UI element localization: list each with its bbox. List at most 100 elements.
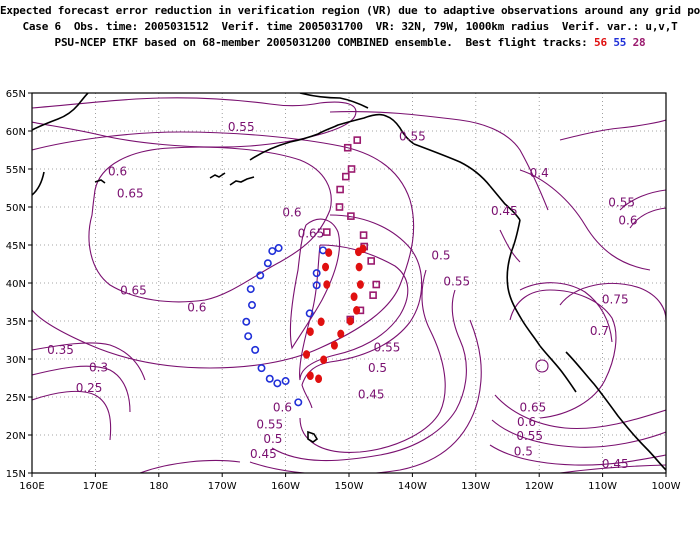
track-28-point	[323, 228, 331, 236]
coast-baja	[539, 345, 577, 393]
track-28-point	[342, 172, 350, 181]
contour-value-label: 0.25	[76, 381, 103, 395]
coast-aleutian-1	[94, 179, 106, 184]
track-56-point	[359, 244, 367, 254]
contour-value-label: 0.55	[374, 341, 401, 355]
contour-0-4-south	[139, 459, 241, 473]
lat-tick-label: 60N	[6, 127, 26, 138]
coast-west-us	[506, 219, 541, 347]
contour-lines	[32, 97, 666, 473]
lon-tick-label: 140W	[398, 481, 427, 492]
contour-0-6-west	[32, 131, 415, 369]
contour-0-3-west	[32, 365, 131, 413]
track-56-point	[350, 292, 358, 301]
lon-tick-label: 170W	[208, 481, 237, 492]
track-28-point	[347, 165, 356, 173]
contour-value-label: 0.55	[228, 120, 255, 134]
contour-0-25-west	[32, 390, 112, 441]
lon-tick-label: 130W	[461, 481, 490, 492]
track-label-56: 56	[594, 36, 607, 49]
contour-value-label: 0.4	[530, 166, 549, 180]
contour-0-4-east	[559, 119, 666, 141]
title-line-2: Case 6 Obs. time: 2005031512 Verif. time…	[22, 20, 678, 33]
contour-0-65-inner	[289, 218, 341, 350]
contour-value-label: 0.65	[298, 227, 325, 241]
track-56-point	[306, 371, 314, 381]
lat-tick-label: 40N	[6, 279, 26, 290]
track-56-point	[320, 355, 328, 365]
contour-small-ring	[535, 359, 549, 373]
track-28-point	[359, 231, 368, 239]
contour-value-label: 0.55	[399, 129, 426, 143]
lat-tick-label: 35N	[6, 317, 26, 328]
title-line-1: Expected forecast error reduction in ver…	[0, 4, 700, 17]
contour-value-label: 0.6	[187, 300, 206, 314]
contour-value-label: 0.6	[108, 164, 127, 178]
contour-value-label: 0.35	[47, 343, 74, 357]
track-56-point	[346, 316, 354, 326]
contour-value-label: 0.6	[618, 214, 637, 228]
longitude-ticks: 160E 170E 180 170W 160W 150W 140W 130W 120W 110W 1…	[19, 473, 681, 492]
contour-value-label: 0.65	[520, 401, 547, 415]
lat-tick-label: 65N	[6, 89, 26, 100]
coast-aleutian-3	[229, 176, 255, 186]
contour-0-55-mid	[299, 269, 446, 453]
track-55-point	[263, 259, 272, 268]
contour-value-label: 0.45	[491, 204, 518, 218]
coast-kamchatka	[32, 171, 45, 196]
track-55-point	[246, 285, 255, 294]
contour-0-65-east-ring	[509, 289, 617, 419]
track-56-point	[315, 374, 323, 384]
track-28-point	[353, 136, 362, 144]
track-55-point	[273, 379, 282, 388]
track-56-point	[337, 329, 345, 339]
contour-0-6-far-east	[629, 207, 666, 229]
track-label-28: 28	[632, 36, 646, 49]
contour-value-label: 0.5	[431, 249, 450, 263]
contour-0-45-south-east	[559, 464, 666, 473]
lat-tick-label: 15N	[6, 469, 26, 480]
coast-gulf	[413, 143, 491, 187]
track-55-point	[294, 398, 303, 407]
contour-value-label: 0.45	[602, 457, 629, 471]
contour-0-5-south-east	[489, 444, 666, 466]
lon-tick-label: 110W	[588, 481, 617, 492]
flight-tracks	[242, 136, 381, 407]
track-55-point	[312, 269, 321, 278]
lat-tick-label: 45N	[6, 241, 26, 252]
lat-tick-label: 25N	[6, 393, 26, 404]
coastline	[32, 93, 666, 471]
contour-value-label: 0.55	[516, 429, 543, 443]
track-28-point	[372, 280, 381, 289]
coast-asia	[32, 93, 89, 131]
track-56-point	[325, 248, 333, 257]
contour-0-35-west	[32, 342, 146, 381]
contour-0-55-far-east	[619, 189, 666, 211]
contour-0-6-south-east	[494, 394, 666, 430]
track-55-point	[242, 317, 251, 326]
contour-0-55-north-east	[329, 111, 549, 211]
track-55-point	[257, 364, 266, 373]
contour-value-label: 0.3	[89, 360, 108, 374]
contour-value-label: 0.6	[282, 205, 301, 219]
track-55-point	[251, 345, 260, 354]
track-56-point	[355, 262, 363, 272]
contour-0-6-inner	[301, 214, 423, 409]
lat-tick-label: 20N	[6, 431, 26, 442]
track-28-point	[343, 143, 352, 152]
track-28-point	[369, 291, 377, 299]
contour-value-label: 0.5	[514, 445, 533, 459]
contour-value-label: 0.6	[517, 415, 536, 429]
contour-0-45-mid	[249, 319, 482, 473]
lat-tick-label: 30N	[6, 355, 26, 366]
track-55-point	[274, 244, 283, 253]
contour-0-5-mid	[271, 289, 467, 462]
track-55-point	[265, 374, 274, 383]
track-56-point	[303, 350, 311, 359]
lon-tick-label: 120W	[525, 481, 554, 492]
track-56-point	[323, 280, 331, 289]
lon-tick-label: 170E	[83, 481, 108, 492]
track-56-point	[317, 317, 325, 327]
contour-value-label: 0.75	[602, 293, 629, 307]
track-55-point	[268, 247, 277, 256]
